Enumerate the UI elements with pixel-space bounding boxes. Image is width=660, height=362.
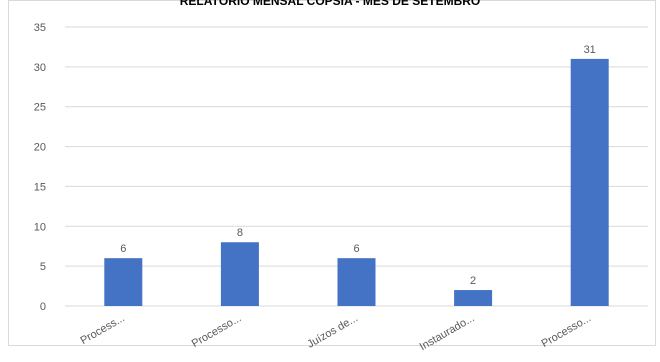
bar (220, 242, 259, 306)
bar (454, 290, 493, 306)
y-tick-label: 0 (40, 301, 46, 313)
chart-title: RELATÓRIO MENSAL COPSIA - MÊS DE SETEMBR… (180, 0, 480, 8)
y-tick-label: 20 (34, 142, 46, 154)
y-tick-label: 35 (34, 22, 46, 34)
value-label: 31 (584, 44, 596, 56)
value-label: 8 (237, 227, 243, 239)
y-tick-label: 30 (34, 62, 46, 74)
value-label: 2 (470, 275, 476, 287)
y-tick-label: 5 (40, 261, 46, 273)
bar (570, 58, 609, 307)
y-tick-label: 10 (34, 221, 46, 233)
bar (104, 258, 143, 306)
y-tick-label: 15 (34, 181, 46, 193)
bar (337, 258, 376, 306)
y-tick-label: 25 (34, 102, 46, 114)
value-label: 6 (120, 243, 126, 255)
value-label: 6 (353, 243, 359, 255)
